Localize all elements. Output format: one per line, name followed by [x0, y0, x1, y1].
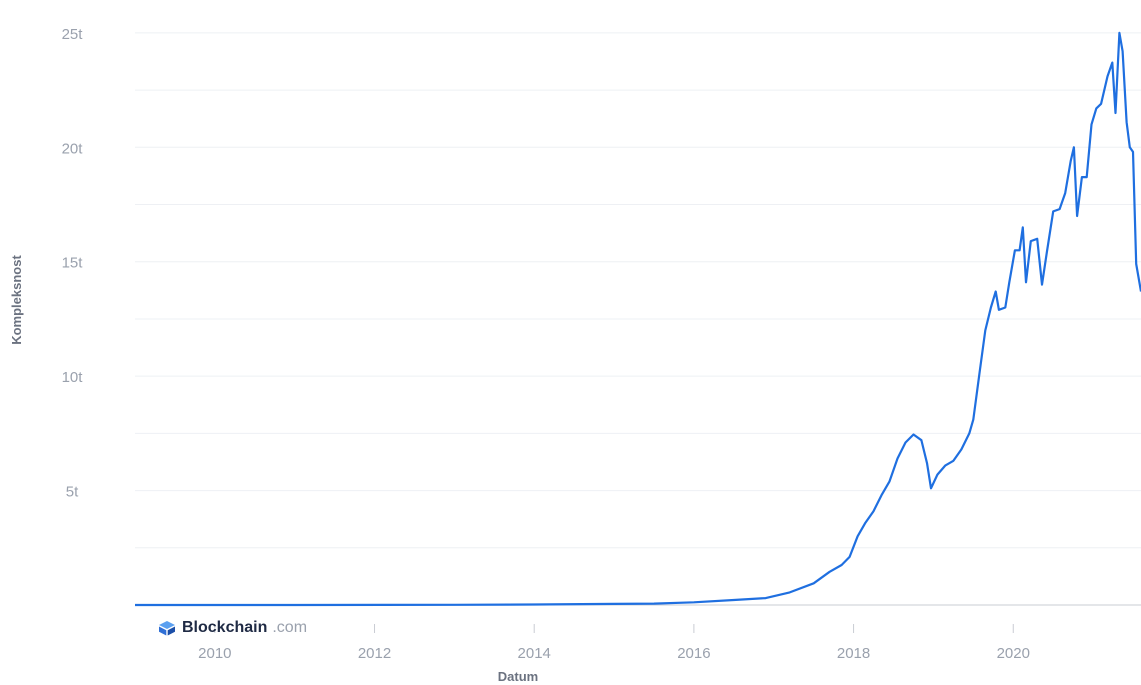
y-tick-label: 25t: [62, 26, 84, 43]
x-tick-label: 2020: [997, 645, 1030, 662]
x-tick-label: 2016: [677, 645, 710, 662]
y-axis-ticks: 5t 10t 15t 20t 25t: [62, 26, 84, 501]
x-tick-label: 2014: [518, 645, 551, 662]
x-axis-ticks: 2010 2012 2014 2016 2018 2020: [198, 624, 1030, 662]
y-tick-label: 10t: [62, 369, 84, 386]
x-tick-label: 2018: [837, 645, 870, 662]
series-line-difficulty: [135, 31, 1141, 607]
x-tick-label: 2012: [358, 645, 391, 662]
y-axis-title: Kompleksnost: [9, 255, 24, 345]
logo-domain-text: .com: [272, 619, 308, 636]
blockchain-cube-icon: [159, 621, 175, 636]
y-tick-label: 5t: [66, 484, 79, 501]
grid-lines: [135, 32, 1141, 549]
y-tick-label: 20t: [62, 140, 84, 157]
x-axis-title: Datum: [498, 669, 538, 684]
y-tick-label: 15t: [62, 255, 84, 272]
logo-brand-text: Blockchain: [182, 619, 268, 636]
x-tick-label: 2010: [198, 645, 231, 662]
blockchain-logo: Blockchain .com: [157, 619, 307, 637]
